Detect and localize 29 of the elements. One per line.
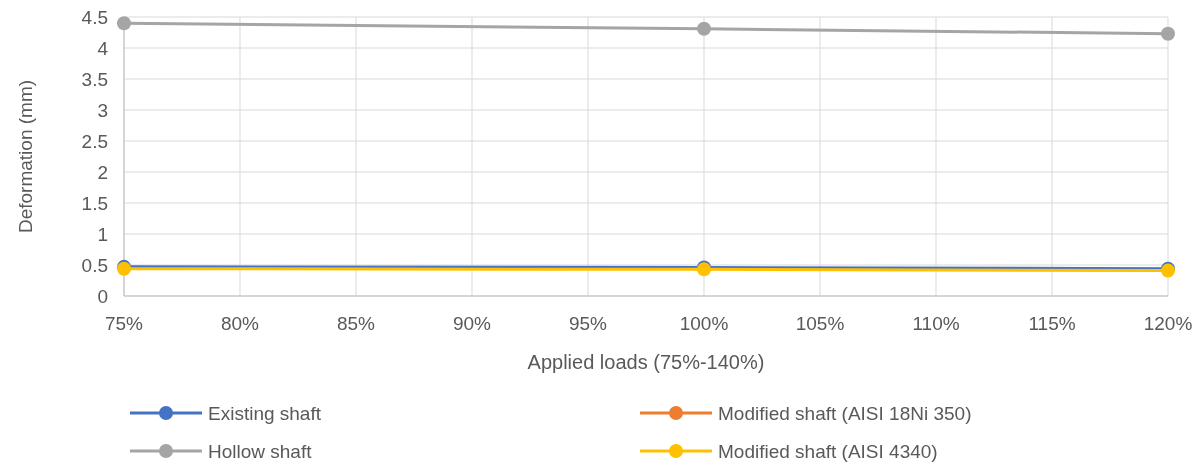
x-tick-label: 75% [104, 313, 144, 334]
x-tick-label: 120% [1143, 313, 1193, 334]
y-axis-title: Deformation (mm) [15, 79, 36, 234]
x-tick-label: 110% [912, 313, 960, 334]
point [117, 16, 131, 31]
y-tick-label: 1 [97, 223, 108, 245]
x-tick-label: 105% [795, 313, 845, 334]
legend-label: Existing shaft [208, 403, 322, 424]
legend-label: Modified shaft (AISI 4340) [718, 441, 938, 462]
x-tick-label: 100% [679, 313, 729, 334]
y-tick-label: 3 [97, 99, 108, 121]
y-tick-label: 4 [97, 37, 109, 59]
legend-label: Modified shaft (AISI 18Ni 350) [718, 403, 972, 424]
x-axis-title: Applied loads (75%-140%) [527, 351, 765, 373]
y-tick-label: 0 [97, 285, 108, 307]
y-tick-label: 1.5 [81, 192, 108, 214]
point [697, 21, 711, 36]
x-tick-label: 95% [568, 313, 608, 334]
x-tick-label: 85% [336, 313, 376, 334]
y-tick-label: 2.5 [81, 130, 108, 152]
legend-label: Hollow shaft [208, 441, 313, 462]
x-tick-label: 80% [220, 313, 260, 334]
y-tick-label: 3.5 [81, 68, 108, 90]
y-tick-label: 4.5 [81, 6, 108, 28]
x-tick-label: 115% [1028, 313, 1076, 334]
y-tick-label: 2 [97, 161, 108, 183]
point [1161, 26, 1175, 41]
y-tick-label: 0.5 [81, 254, 108, 276]
x-tick-label: 90% [452, 313, 492, 334]
